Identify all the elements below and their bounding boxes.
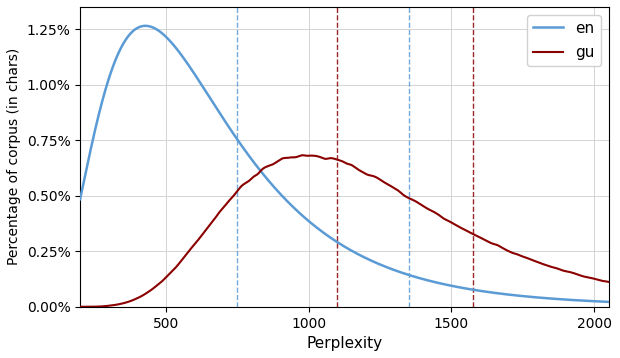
Line: gu: gu (80, 155, 620, 307)
Line: en: en (80, 26, 620, 303)
gu (138, 294, 146, 298)
gu (299, 153, 306, 158)
en (609, 300, 616, 304)
gu (609, 281, 616, 285)
en (138, 24, 146, 28)
gu (285, 156, 292, 160)
en (550, 297, 557, 301)
gu (308, 154, 316, 158)
en (308, 222, 316, 226)
en (170, 44, 178, 48)
en (76, 197, 84, 202)
Legend: en, gu: en, gu (526, 15, 601, 66)
en (142, 24, 149, 28)
gu (619, 283, 620, 287)
Y-axis label: Percentage of corpus (in chars): Percentage of corpus (in chars) (7, 48, 21, 266)
gu (550, 265, 557, 270)
en (619, 300, 620, 305)
en (285, 200, 292, 204)
gu (170, 267, 178, 271)
X-axis label: Perplexity: Perplexity (306, 336, 383, 351)
gu (76, 305, 84, 309)
